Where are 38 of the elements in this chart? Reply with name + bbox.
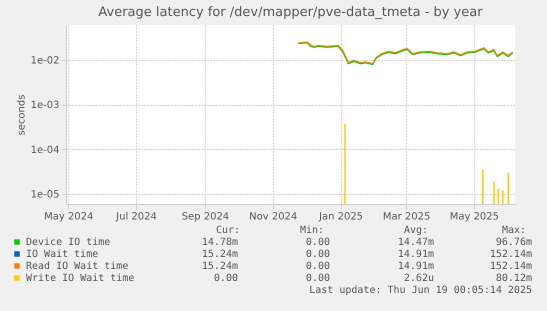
text: 15.24m: [202, 249, 238, 260]
y-axis-title: seconds: [16, 94, 28, 136]
text: 14.91m: [398, 261, 434, 272]
text: Max:: [502, 225, 526, 236]
text: 0.00: [306, 261, 330, 272]
text: 0.00: [306, 273, 330, 284]
text: Cur:: [216, 225, 240, 236]
y-tick-label: 1e-04: [30, 144, 60, 156]
legend-label: Write IO Wait time: [26, 273, 134, 284]
x-tick-label: May 2024: [44, 212, 94, 222]
y-tick-label: 1e-02: [30, 55, 60, 66]
y-tick-label: 1e-05: [30, 190, 60, 201]
text: 0.00: [214, 273, 238, 284]
legend-label: Device IO time: [26, 237, 110, 248]
x-tick-label: Mar 2025: [382, 212, 430, 222]
text: 80.12m: [496, 273, 532, 284]
chart-title: Average latency for /dev/mapper/pve-data_tmeta - by year: [98, 5, 484, 20]
x-tick-label: Sep 2024: [182, 212, 230, 222]
y-tick-label: 1e-03: [30, 100, 60, 112]
text: 14.91m: [398, 249, 434, 260]
text: 96.76m: [496, 237, 532, 248]
text: Min:: [300, 225, 324, 236]
x-tick-label: Jul 2024: [115, 212, 157, 222]
text: 2.62u: [404, 273, 434, 284]
text: Avg:: [404, 225, 428, 236]
text: 152.14m: [490, 249, 532, 260]
text: 0.00: [306, 237, 330, 248]
x-tick-label: Nov 2024: [249, 212, 298, 222]
text: 152.14m: [490, 261, 532, 272]
text: 15.24m: [202, 261, 238, 272]
x-tick-label: Jan 2025: [318, 212, 364, 222]
text: Last update: Thu Jun 19 00:05:14 2025: [309, 285, 532, 296]
text: 14.47m: [398, 237, 434, 248]
text: 0.00: [306, 249, 330, 260]
text: 14.78m: [202, 237, 238, 248]
legend-label: IO Wait time: [26, 249, 98, 260]
x-tick-label: May 2025: [450, 212, 500, 222]
legend-label: Read IO Wait time: [26, 261, 128, 272]
